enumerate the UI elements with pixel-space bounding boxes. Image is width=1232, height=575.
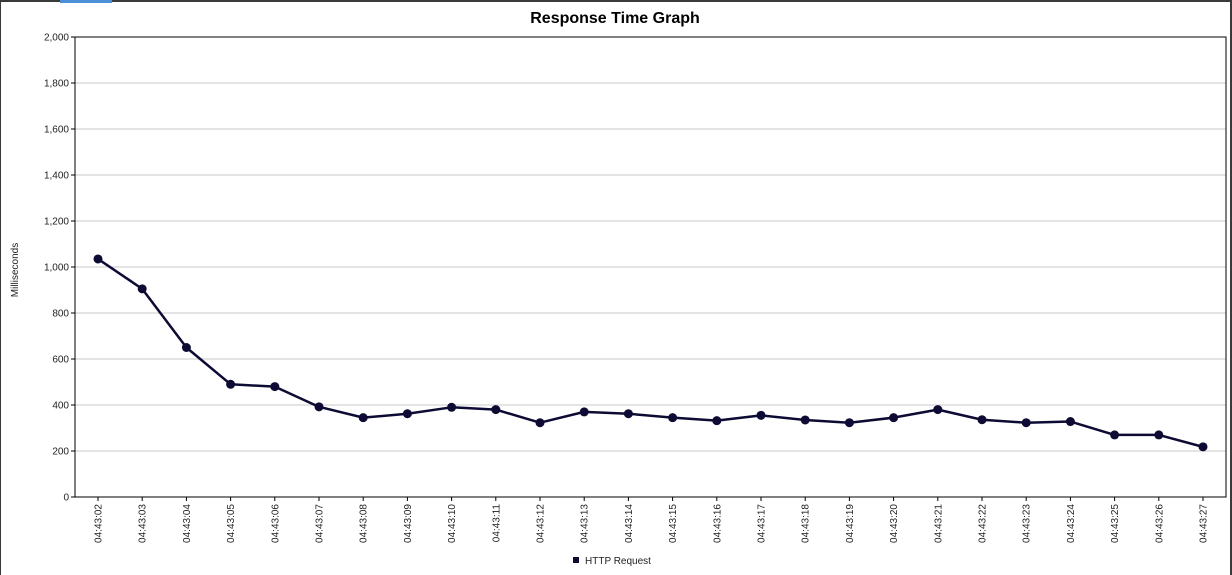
x-tick-label: 04:43:12 bbox=[536, 504, 547, 543]
window-top-border bbox=[0, 0, 1232, 2]
legend: HTTP Request bbox=[573, 556, 651, 567]
x-tick-label: 04:43:03 bbox=[138, 504, 149, 543]
chart-title: Response Time Graph bbox=[530, 10, 700, 27]
x-tick-label: 04:43:04 bbox=[182, 504, 193, 543]
grid-lines bbox=[75, 82, 1226, 452]
data-point bbox=[889, 413, 899, 423]
data-point bbox=[447, 402, 457, 412]
active-tab-indicator bbox=[60, 0, 112, 3]
x-tick-label: 04:43:22 bbox=[978, 504, 989, 543]
x-tick-label: 04:43:07 bbox=[315, 504, 326, 543]
y-axis-label: Milliseconds bbox=[10, 243, 21, 297]
data-point bbox=[358, 413, 368, 423]
y-tick-label: 600 bbox=[52, 355, 69, 366]
window-right-border bbox=[1230, 0, 1232, 575]
y-axis: 0 200 400 600 800 1,000 1,200 1,400 1,600 1,800 2,… bbox=[44, 33, 75, 504]
x-tick-label: 04:43:23 bbox=[1022, 504, 1033, 543]
y-tick-label: 1,800 bbox=[44, 79, 69, 90]
y-tick-label: 1,000 bbox=[44, 263, 69, 274]
x-tick-label: 04:43:13 bbox=[580, 504, 591, 543]
x-tick-label: 04:43:20 bbox=[889, 504, 900, 543]
x-tick-label: 04:43:25 bbox=[1110, 504, 1121, 543]
data-point bbox=[579, 407, 589, 417]
x-tick-label: 04:43:06 bbox=[270, 504, 281, 543]
data-point bbox=[535, 418, 545, 428]
data-point bbox=[1154, 430, 1164, 440]
x-tick-label: 04:43:10 bbox=[447, 504, 458, 543]
data-point bbox=[844, 418, 854, 428]
data-point bbox=[623, 409, 633, 419]
data-point bbox=[668, 413, 678, 423]
x-tick-label: 04:43:24 bbox=[1066, 504, 1077, 543]
data-point bbox=[1021, 418, 1031, 428]
data-point bbox=[1110, 430, 1120, 440]
data-point bbox=[1198, 442, 1208, 452]
x-tick-label: 04:43:19 bbox=[845, 504, 856, 543]
data-point bbox=[712, 416, 722, 426]
data-point bbox=[226, 379, 236, 389]
data-point bbox=[756, 410, 766, 420]
y-tick-label: 0 bbox=[63, 493, 69, 504]
data-point bbox=[977, 415, 987, 425]
data-point bbox=[800, 415, 810, 425]
x-tick-label: 04:43:15 bbox=[668, 504, 679, 543]
x-tick-label: 04:43:05 bbox=[226, 504, 237, 543]
x-tick-label: 04:43:16 bbox=[712, 504, 723, 543]
y-tick-label: 1,400 bbox=[44, 171, 69, 182]
x-tick-label: 04:43:17 bbox=[757, 504, 768, 543]
x-tick-label: 04:43:21 bbox=[933, 504, 944, 543]
data-point bbox=[402, 409, 412, 419]
data-point bbox=[270, 382, 280, 392]
data-point bbox=[1065, 417, 1075, 427]
x-tick-label: 04:43:26 bbox=[1154, 504, 1165, 543]
data-point bbox=[314, 402, 324, 412]
y-tick-label: 800 bbox=[52, 309, 69, 320]
y-tick-label: 1,600 bbox=[44, 125, 69, 136]
y-tick-label: 1,200 bbox=[44, 217, 69, 228]
x-tick-label: 04:43:09 bbox=[403, 504, 414, 543]
x-tick-label: 04:43:27 bbox=[1199, 504, 1210, 543]
x-tick-label: 04:43:02 bbox=[94, 504, 105, 543]
data-point bbox=[933, 405, 943, 415]
x-tick-label: 04:43:14 bbox=[624, 504, 635, 543]
x-tick-label: 04:43:08 bbox=[359, 504, 370, 543]
series-line bbox=[97, 257, 1204, 449]
data-point bbox=[181, 343, 191, 352]
series-http-request bbox=[93, 254, 1208, 452]
window-left-border bbox=[0, 0, 1, 575]
y-tick-label: 2,000 bbox=[44, 33, 69, 44]
x-tick-label: 04:43:18 bbox=[801, 504, 812, 543]
data-point bbox=[491, 405, 501, 415]
x-axis: 04:43:02 04:43:03 04:43:04 04:43:05 04:43:06… bbox=[94, 497, 1210, 543]
y-tick-label: 400 bbox=[52, 401, 69, 412]
y-tick-label: 200 bbox=[52, 447, 69, 458]
data-point bbox=[93, 254, 103, 264]
legend-swatch bbox=[573, 557, 579, 563]
data-point bbox=[137, 284, 147, 294]
legend-label: HTTP Request bbox=[585, 556, 651, 567]
x-tick-label: 04:43:11 bbox=[491, 504, 502, 543]
